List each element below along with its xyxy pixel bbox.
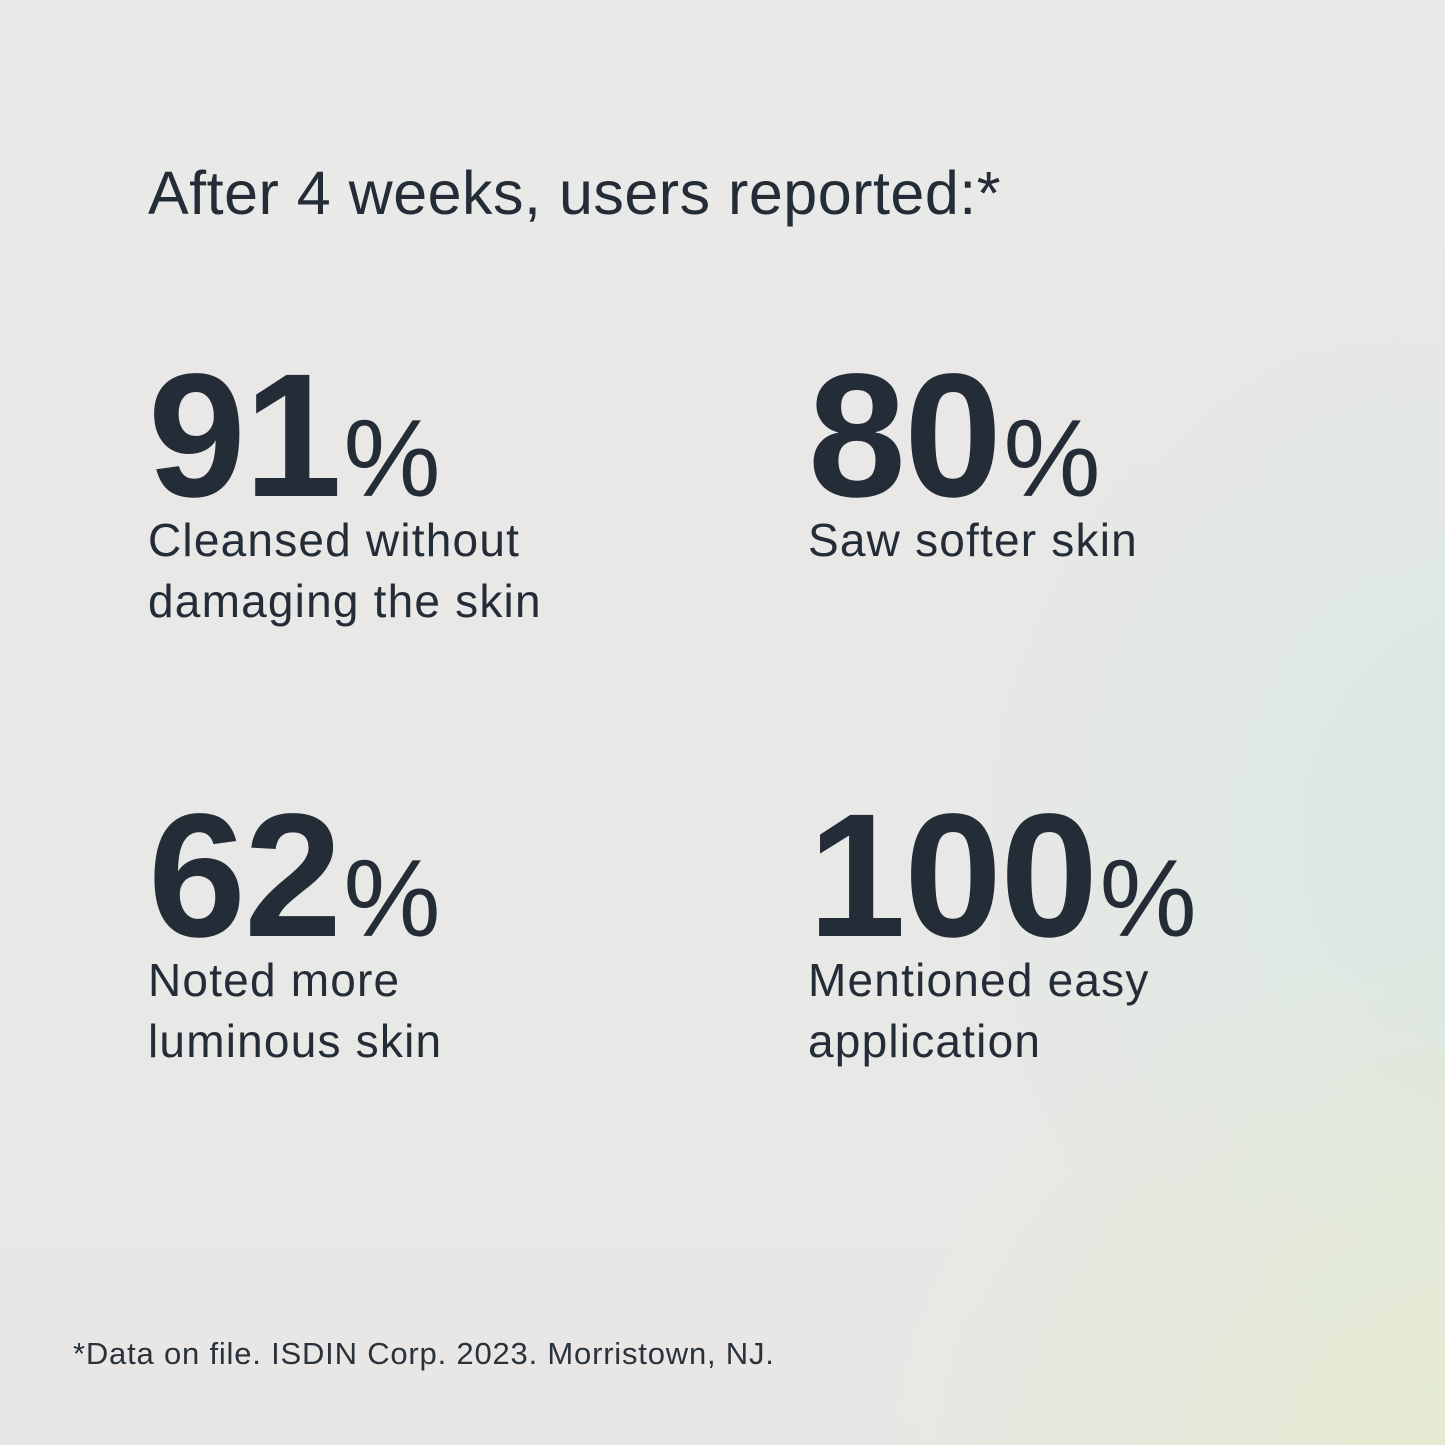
- stat-cleansed-without-damaging: 91% Cleansed without damaging the skin: [148, 348, 808, 788]
- stat-number: 62: [148, 778, 342, 974]
- stat-label-line: application: [808, 1015, 1042, 1068]
- stat-label: Noted more luminous skin: [148, 950, 708, 1072]
- stat-softer-skin: 80% Saw softer skin: [808, 348, 1445, 788]
- stat-value: 80%: [808, 348, 1445, 524]
- stat-label-line: Saw softer skin: [808, 514, 1138, 566]
- percent-sign: %: [343, 838, 441, 960]
- percent-sign: %: [1099, 838, 1197, 960]
- stat-label: Mentioned easy application: [808, 950, 1368, 1072]
- stat-label: Cleansed without damaging the skin: [148, 510, 708, 632]
- stat-easy-application: 100% Mentioned easy application: [808, 788, 1445, 1072]
- stat-label-line: damaging the skin: [148, 575, 542, 628]
- stat-value: 62%: [148, 788, 808, 964]
- disclaimer-footnote: *Data on file. ISDIN Corp. 2023. Morrist…: [73, 1336, 775, 1371]
- stats-grid: 91% Cleansed without damaging the skin 8…: [148, 348, 1445, 1072]
- stat-label-line: Mentioned easy: [808, 954, 1150, 1006]
- percent-sign: %: [343, 398, 441, 520]
- stat-label-line: Noted more: [148, 954, 401, 1006]
- stat-number: 100: [808, 778, 1098, 974]
- headline: After 4 weeks, users reported:*: [148, 159, 1001, 227]
- stat-number: 91: [148, 338, 342, 534]
- stat-label-line: Cleansed without: [148, 514, 521, 566]
- stat-value: 91%: [148, 348, 808, 524]
- stat-number: 80: [808, 338, 1002, 534]
- stat-label-line: luminous skin: [148, 1015, 443, 1068]
- percent-sign: %: [1003, 398, 1101, 520]
- stat-value: 100%: [808, 788, 1445, 964]
- stat-luminous-skin: 62% Noted more luminous skin: [148, 788, 808, 1072]
- stat-label: Saw softer skin: [808, 510, 1368, 571]
